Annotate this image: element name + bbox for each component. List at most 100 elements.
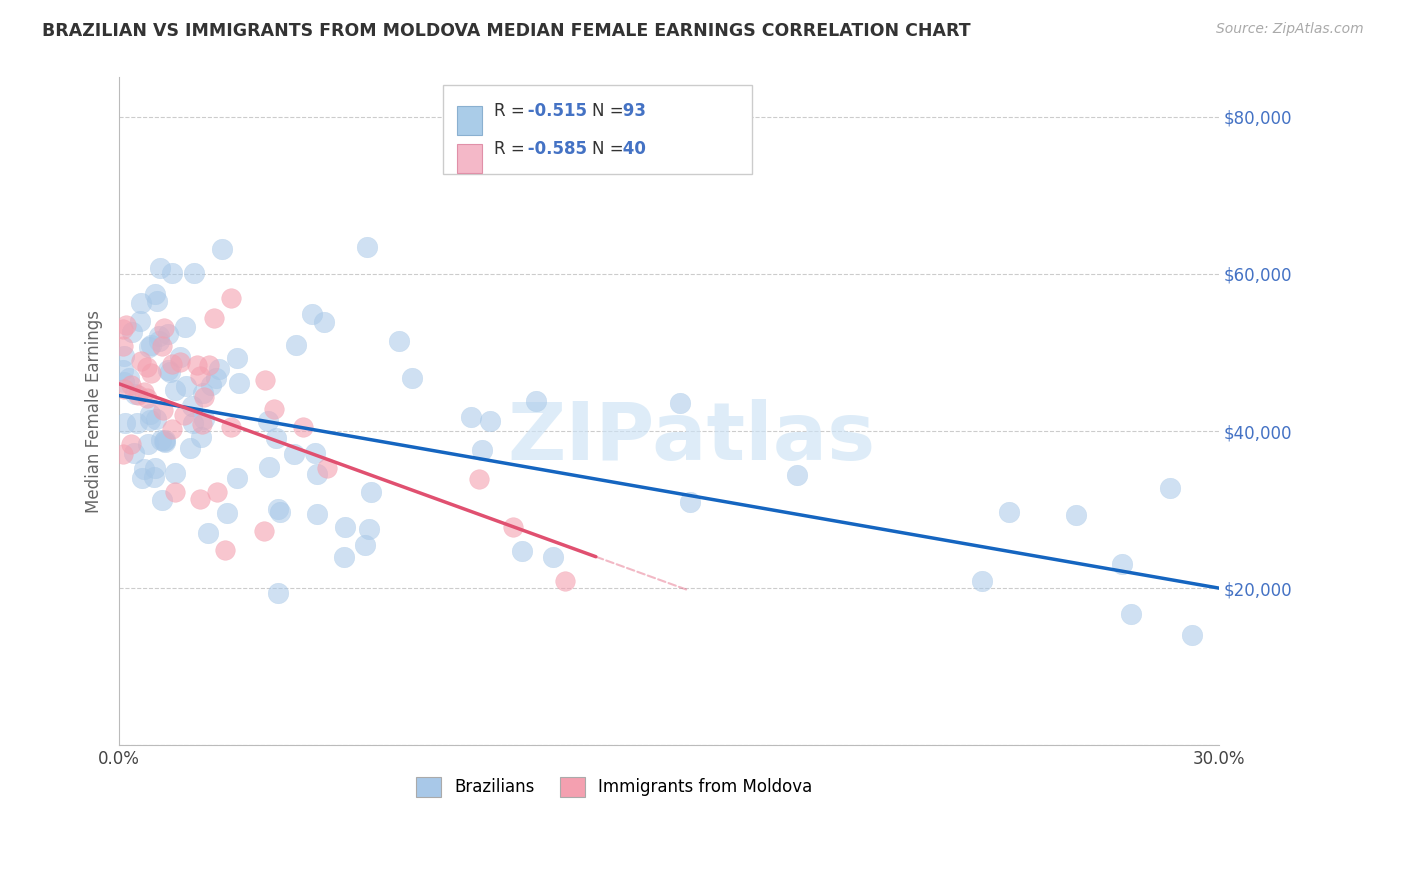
Point: [174, 320, 197, 334]
Point: [150, 492, 173, 507]
Legend: Brazilians, Immigrants from Moldova: Brazilians, Immigrants from Moldova: [409, 770, 820, 804]
Point: [141, 366, 163, 380]
Point: [138, 340, 160, 354]
Text: BRAZILIAN VS IMMIGRANTS FROM MOLDOVA MEDIAN FEMALE EARNINGS CORRELATION CHART: BRAZILIAN VS IMMIGRANTS FROM MOLDOVA MED…: [42, 22, 970, 40]
Point: [129, 313, 152, 327]
Point: [1111, 557, 1133, 571]
Point: [163, 466, 186, 480]
Point: [134, 384, 156, 399]
Point: [129, 296, 152, 310]
Point: [479, 414, 502, 428]
Point: [357, 522, 380, 536]
Point: [304, 445, 326, 459]
Point: [136, 437, 159, 451]
Point: [205, 371, 228, 385]
Point: [159, 366, 181, 380]
Text: R =: R =: [494, 103, 524, 120]
Point: [1181, 628, 1204, 642]
Text: N =: N =: [592, 103, 623, 120]
Point: [131, 471, 153, 485]
Text: 40: 40: [617, 140, 647, 158]
Point: [263, 401, 285, 416]
Point: [316, 461, 339, 475]
Point: [112, 383, 135, 397]
Point: [150, 339, 173, 353]
Point: [198, 359, 221, 373]
Point: [143, 461, 166, 475]
Point: [152, 403, 174, 417]
Point: [356, 240, 378, 254]
Point: [200, 377, 222, 392]
Point: [669, 396, 692, 410]
Point: [169, 350, 191, 364]
Point: [998, 505, 1021, 519]
Point: [335, 520, 357, 534]
Point: [181, 416, 204, 430]
Point: [127, 388, 149, 402]
Point: [211, 242, 233, 256]
Point: [197, 526, 219, 541]
Point: [112, 375, 135, 389]
Point: [129, 354, 152, 368]
Point: [333, 550, 356, 565]
Point: [160, 422, 183, 436]
Point: [193, 411, 215, 425]
Point: [188, 369, 211, 384]
Point: [183, 266, 205, 280]
Point: [145, 286, 167, 301]
Point: [165, 383, 187, 397]
Point: [136, 392, 159, 406]
Point: [253, 373, 276, 387]
Point: [219, 420, 242, 434]
Point: [269, 505, 291, 519]
Point: [360, 484, 382, 499]
Point: [510, 544, 533, 558]
Point: [524, 394, 547, 409]
Point: [312, 315, 335, 329]
Point: [502, 520, 524, 534]
Point: [135, 360, 157, 375]
Point: [153, 321, 176, 335]
Point: [139, 338, 162, 352]
Point: [284, 338, 307, 352]
Point: [174, 379, 197, 393]
Point: [191, 386, 214, 401]
Point: [125, 417, 148, 431]
Point: [112, 350, 135, 364]
Text: -0.515: -0.515: [522, 103, 586, 120]
Point: [228, 376, 250, 390]
Point: [118, 371, 141, 385]
Point: [186, 359, 208, 373]
Point: [1121, 607, 1143, 622]
Point: [148, 328, 170, 343]
Point: [188, 491, 211, 506]
Point: [120, 437, 142, 451]
Point: [169, 355, 191, 369]
Text: 93: 93: [617, 103, 647, 120]
Point: [111, 362, 134, 376]
Point: [111, 322, 134, 336]
Point: [173, 409, 195, 423]
Point: [786, 468, 808, 483]
Point: [149, 433, 172, 447]
Point: [259, 459, 281, 474]
Point: [121, 326, 143, 340]
Point: [153, 434, 176, 448]
Point: [225, 471, 247, 485]
Point: [149, 260, 172, 275]
Point: [157, 326, 180, 341]
Point: [157, 363, 180, 377]
Point: [139, 413, 162, 427]
Point: [253, 524, 276, 539]
Point: [471, 442, 494, 457]
Point: [148, 334, 170, 349]
Text: Source: ZipAtlas.com: Source: ZipAtlas.com: [1216, 22, 1364, 37]
Point: [202, 310, 225, 325]
Y-axis label: Median Female Earnings: Median Female Earnings: [86, 310, 103, 513]
Point: [970, 574, 993, 589]
Point: [114, 318, 136, 332]
Text: N =: N =: [592, 140, 623, 158]
Point: [111, 447, 134, 461]
Text: ZIPatlas: ZIPatlas: [508, 399, 876, 477]
Point: [266, 502, 288, 516]
